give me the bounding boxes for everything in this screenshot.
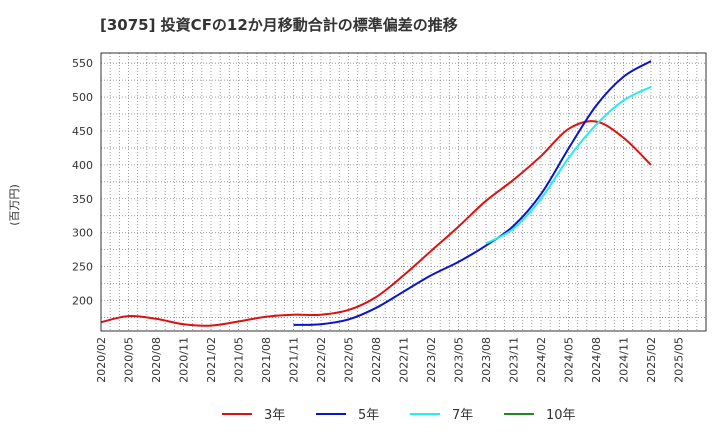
legend-label: 7年 bbox=[452, 408, 473, 423]
y-axis-label: (百万円) bbox=[8, 184, 21, 226]
x-axis-ticks: 2020/02 2020/05 2020/08 2020/11 2021/02 2021/… bbox=[95, 337, 686, 383]
x-tick-label: 2021/11 bbox=[288, 337, 301, 383]
legend-label: 3年 bbox=[264, 408, 285, 423]
x-tick-label: 2025/05 bbox=[673, 337, 686, 383]
x-tick-label: 2021/05 bbox=[233, 337, 246, 383]
plot-area bbox=[100, 52, 707, 332]
x-tick-label: 2024/11 bbox=[618, 337, 631, 383]
x-tick-label: 2020/08 bbox=[150, 337, 163, 383]
x-tick-label: 2022/08 bbox=[370, 337, 383, 383]
y-tick-label: 400 bbox=[72, 159, 93, 172]
x-tick-label: 2022/11 bbox=[398, 337, 411, 383]
x-tick-label: 2020/05 bbox=[123, 337, 136, 383]
y-tick-label: 200 bbox=[72, 294, 93, 307]
y-tick-label: 350 bbox=[72, 193, 93, 206]
x-tick-label: 2023/02 bbox=[425, 337, 438, 383]
x-tick-label: 2025/02 bbox=[645, 337, 658, 383]
y-axis-ticks: 200 250 300 350 400 450 500 550 bbox=[72, 57, 93, 307]
y-tick-label: 250 bbox=[72, 261, 93, 274]
x-tick-label: 2020/02 bbox=[95, 337, 108, 383]
y-tick-label: 550 bbox=[72, 57, 93, 70]
x-tick-label: 2022/05 bbox=[343, 337, 356, 383]
series-line-0 bbox=[100, 120, 652, 327]
series-line-1 bbox=[293, 60, 652, 326]
chart-title: [3075] 投資CFの12か月移動合計の標準偏差の推移 bbox=[100, 16, 458, 34]
legend-label: 5年 bbox=[358, 408, 379, 423]
legend-label: 10年 bbox=[546, 408, 576, 423]
x-tick-label: 2024/02 bbox=[535, 337, 548, 383]
x-tick-label: 2024/08 bbox=[590, 337, 603, 383]
x-tick-label: 2023/11 bbox=[508, 337, 521, 383]
grid bbox=[101, 53, 706, 331]
series-line-2 bbox=[485, 86, 652, 245]
y-tick-label: 500 bbox=[72, 91, 93, 104]
x-tick-label: 2020/11 bbox=[178, 337, 191, 383]
x-tick-label: 2024/05 bbox=[563, 337, 576, 383]
legend: 3年 5年 7年 10年 bbox=[222, 408, 576, 423]
x-tick-label: 2021/08 bbox=[260, 337, 273, 383]
x-tick-label: 2023/08 bbox=[480, 337, 493, 383]
y-tick-label: 300 bbox=[72, 227, 93, 240]
series-lines bbox=[100, 60, 652, 327]
y-tick-label: 450 bbox=[72, 125, 93, 138]
x-tick-label: 2022/02 bbox=[315, 337, 328, 383]
x-tick-label: 2021/02 bbox=[205, 337, 218, 383]
x-tick-label: 2023/05 bbox=[453, 337, 466, 383]
